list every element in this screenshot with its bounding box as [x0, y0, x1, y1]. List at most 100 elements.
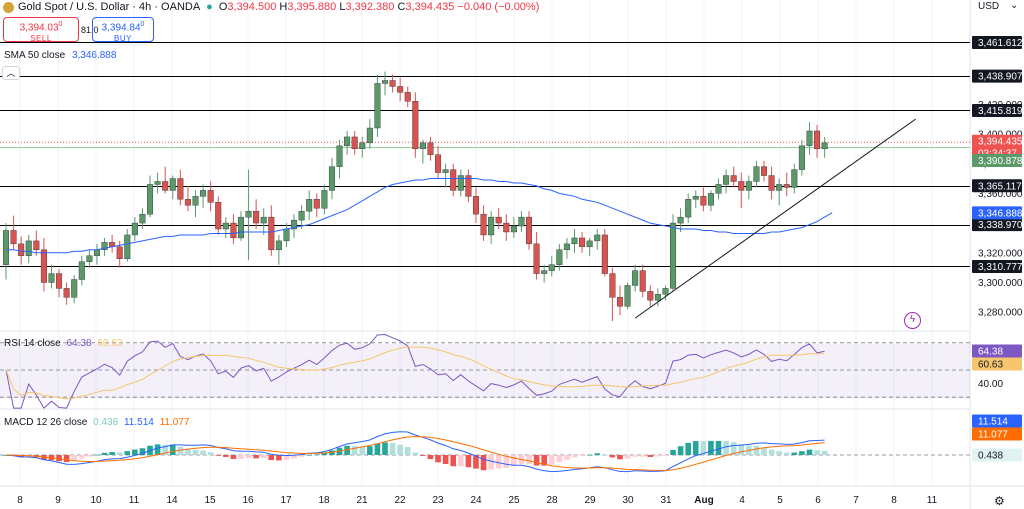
level-price-tag-bg [972, 69, 1022, 83]
rsi-legend[interactable]: RSI 14 close 64.38 60.63 [4, 338, 122, 349]
rsi-value-tag: 64.38 [978, 347, 1003, 358]
candle-body [571, 237, 578, 245]
symbol-title[interactable]: Gold Spot / U.S. Dollar · 4h · OANDA [18, 1, 201, 13]
macd-histogram-bar [124, 451, 131, 455]
time-tick-label: 23 [432, 495, 444, 506]
level-price-tag-bg [972, 103, 1022, 117]
candle-body [685, 199, 692, 218]
macd-histogram-bar [382, 442, 388, 455]
candle-body [336, 145, 343, 167]
candle-body [222, 222, 229, 230]
lightning-icon[interactable]: ϟ [904, 312, 921, 329]
candle-body [541, 270, 548, 274]
macd-legend[interactable]: MACD 12 26 close 0.438 11.514 11.077 [4, 417, 189, 428]
candle-body [624, 285, 631, 307]
rsi-line [5, 333, 825, 409]
macd-histogram-bar [768, 449, 775, 455]
macd-value-tag-bg [972, 414, 1022, 428]
time-tick-label: 8 [17, 495, 23, 506]
candle-body [639, 270, 646, 292]
last-price-tag: 3,394.435 [978, 137, 1023, 148]
price-tick-label: 3,360.000 [978, 189, 1023, 200]
macd-histogram-bar [245, 455, 252, 459]
macd-histogram-bar [351, 446, 358, 455]
candle-body [154, 181, 161, 185]
macd-histogram-bar [427, 455, 434, 460]
macd-histogram-bar [533, 455, 540, 466]
sma-legend[interactable]: SMA 50 close 3,346.888 [4, 50, 116, 61]
macd-histogram-bar [602, 454, 608, 456]
candle-body [533, 243, 540, 274]
time-axis[interactable]: 8 9 10 11 14 15 16 17 18 21 22 23 24 25 28 29 30 31 Aug 4 5 6… [17, 495, 937, 506]
sell-button[interactable]: 3,394.030 SELL [3, 17, 79, 44]
candle-body [723, 175, 730, 185]
candle-body [791, 169, 798, 188]
macd-histogram-bar [465, 455, 472, 468]
macd-histogram-bar [579, 455, 585, 457]
gear-icon[interactable]: ⚙ [994, 494, 1005, 508]
macd-histogram-bar [495, 455, 502, 469]
time-tick-label: 18 [318, 495, 330, 506]
level-price-tag: 3,365.117 [978, 181, 1022, 192]
level-price-tag-bg [972, 259, 1022, 273]
last-price-tag-bg [972, 134, 1022, 148]
price-tick-label: 3,280.000 [978, 308, 1023, 319]
macd-line [5, 431, 825, 473]
trendline[interactable] [634, 118, 916, 319]
macd-histogram-bar [708, 441, 714, 455]
candle-body [321, 190, 328, 209]
macd-histogram-bar [799, 451, 805, 455]
spread-value: 81.0 [81, 25, 99, 35]
macd-histogram-bar [526, 455, 532, 465]
candle-body [495, 216, 502, 224]
macd-hist-value-tag: 0.438 [978, 451, 1003, 462]
macd-hist-value-tag-bg [972, 448, 1022, 462]
currency-selector[interactable]: USD [978, 1, 1000, 12]
macd-histogram-bar [761, 447, 767, 455]
macd-histogram-bar [298, 455, 305, 457]
chevron-down-icon[interactable]: ⌄ [1010, 0, 1019, 11]
candle-body [586, 240, 593, 248]
sell-label: SELL [30, 34, 52, 44]
macd-histogram-bar [609, 455, 616, 458]
open-value: 3,394.500 [227, 1, 277, 13]
collapse-legend-button[interactable]: ︿ [2, 66, 20, 80]
macd-histogram-bar [753, 445, 760, 455]
prev-close-tag-bg [972, 154, 1022, 168]
macd-histogram-bar [814, 450, 820, 455]
rsi-ma-legend-value: 60.63 [97, 338, 123, 349]
rsi-ma-value-tag: 60.63 [978, 360, 1003, 371]
macd-histogram-bar [435, 455, 441, 463]
rsi-legend-name: RSI 14 close [4, 338, 61, 349]
macd-histogram-bar [723, 441, 729, 455]
candle-body [56, 273, 63, 289]
candle-body [518, 216, 525, 227]
candle-body [450, 169, 457, 191]
macd-histogram-bar [374, 443, 381, 455]
candle-body [442, 169, 449, 173]
candle-body [306, 199, 313, 212]
candle-body [503, 222, 510, 233]
candle-body [707, 193, 714, 206]
macd-histogram-bar [685, 442, 691, 455]
macd-histogram-bar [503, 455, 510, 468]
candle-body [488, 216, 495, 236]
level-price-tag: 3,310.777 [978, 262, 1023, 273]
macd-histogram-bar [207, 452, 214, 455]
macd-histogram-bar [177, 446, 184, 455]
candle-body [556, 249, 563, 265]
macd-histogram-bar [18, 455, 24, 458]
macd-histogram-bar [215, 455, 222, 456]
sma-price-tag-bg [972, 206, 1022, 220]
macd-histogram-bar [344, 445, 350, 455]
macd-histogram-bar [367, 446, 373, 455]
macd-histogram-bar [139, 448, 146, 455]
candle-body [806, 130, 813, 147]
macd-histogram-bar [586, 454, 593, 456]
sma-line [6, 178, 833, 254]
price-axis[interactable]: 3,420.0003,400.0003,380.0003,360.0003,34… [972, 35, 1023, 462]
time-tick-label: 24 [470, 495, 482, 506]
buy-button[interactable]: 3,394.840 BUY [92, 17, 154, 43]
